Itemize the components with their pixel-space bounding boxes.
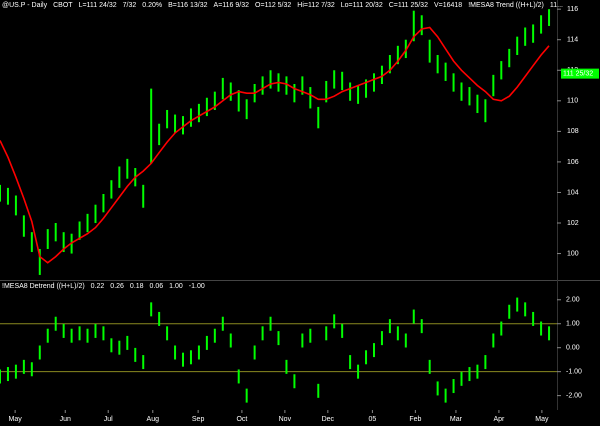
price-tag-label: 111 25/32: [563, 70, 593, 77]
y-tick-label: 110: [567, 98, 578, 105]
header-text: @US.P - Daily: [2, 2, 48, 9]
y-tick-label: 108: [567, 128, 579, 135]
header-text: !MESA8 Detrend ((H+L)/2): [2, 283, 85, 290]
header-text: B=116 13/32: [168, 2, 207, 9]
x-tick-label: Mar: [450, 416, 463, 423]
header-text: 0.22: [91, 283, 105, 290]
header-text: 0.18: [130, 283, 144, 290]
x-tick-label: Nov: [279, 416, 292, 423]
y-tick-label: -1.00: [566, 369, 582, 376]
x-tick-label: Sep: [192, 416, 205, 423]
header-text: 0.06: [150, 283, 164, 290]
level-label: 1.00: [169, 283, 183, 290]
y-tick-label: 114: [567, 37, 578, 44]
y-tick-label: 0.00: [566, 345, 580, 352]
trend-line: [0, 26, 550, 264]
x-tick-label: Oct: [236, 416, 247, 423]
x-tick-label: Feb: [409, 416, 421, 423]
header-text: C=111 25/32: [389, 2, 428, 9]
header-text: 0.26: [110, 283, 124, 290]
y-tick-label: -2.00: [566, 392, 582, 399]
header-text: !MESA8 Trend ((H+L)/2): [468, 2, 544, 9]
header-text: 0.20%: [142, 2, 162, 9]
y-tick-label: 1.00: [566, 321, 580, 328]
price-tag: [561, 68, 599, 79]
header-text: O=112 5/32: [255, 2, 291, 9]
header-text: CBOT: [53, 2, 73, 9]
header-text: Hi=112 7/32: [297, 2, 335, 9]
header-text: 7/32: [123, 2, 137, 9]
x-tick-label: May: [535, 416, 549, 423]
x-tick-label: 05: [368, 416, 376, 423]
header-text: A=116 9/32: [214, 2, 250, 9]
y-tick-label: 116: [567, 6, 578, 13]
x-tick-label: Apr: [493, 416, 505, 423]
x-tick-label: Jun: [60, 416, 71, 423]
y-tick-label: 106: [567, 159, 579, 166]
y-tick-label: 100: [567, 250, 579, 257]
x-tick-label: May: [9, 416, 23, 423]
y-tick-label: 102: [567, 220, 579, 227]
level-label: -1.00: [189, 283, 205, 290]
x-tick-label: Jul: [104, 416, 113, 423]
header-text: 11...: [550, 2, 563, 9]
header-text: V=16418: [434, 2, 462, 9]
header-text: Lo=111 20/32: [341, 2, 383, 9]
y-tick-label: 2.00: [566, 297, 580, 304]
header-text: L=111 24/32: [79, 2, 117, 9]
x-tick-label: Dec: [322, 416, 335, 423]
y-tick-label: 104: [567, 189, 579, 196]
x-tick-label: Aug: [147, 416, 160, 423]
